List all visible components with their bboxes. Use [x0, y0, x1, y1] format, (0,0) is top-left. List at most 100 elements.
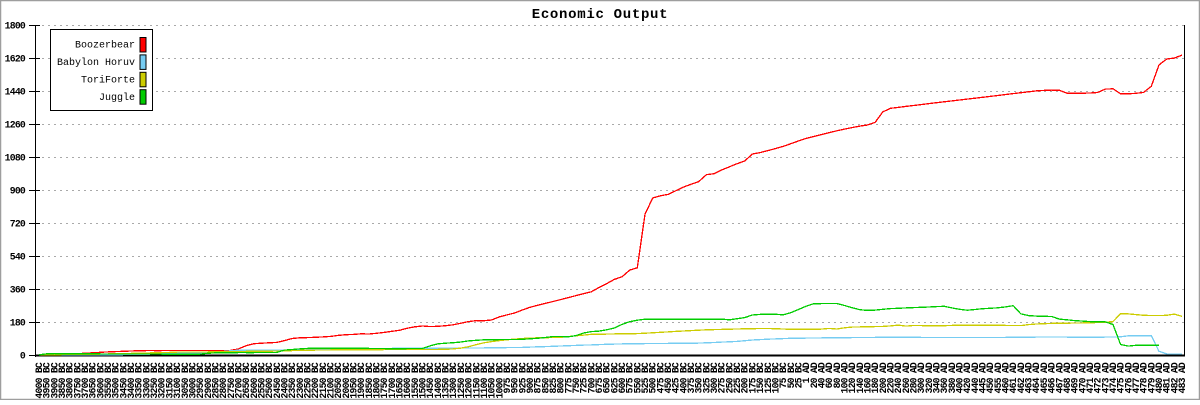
svg-text:1800 BC: 1800 BC	[372, 362, 383, 398]
svg-text:360: 360	[10, 285, 26, 296]
svg-text:2150 BC: 2150 BC	[318, 362, 329, 398]
svg-text:3250 BC: 3250 BC	[149, 362, 160, 398]
svg-text:2750 BC: 2750 BC	[226, 362, 237, 398]
svg-text:2500 BC: 2500 BC	[264, 362, 275, 398]
svg-text:1700 BC: 1700 BC	[387, 362, 398, 398]
svg-text:700 BC: 700 BC	[586, 362, 597, 393]
svg-text:3050 BC: 3050 BC	[180, 362, 191, 398]
svg-text:479 AD: 479 AD	[1146, 362, 1157, 393]
svg-text:2050 BC: 2050 BC	[333, 362, 344, 398]
svg-text:50 BC: 50 BC	[786, 362, 797, 388]
svg-text:420 AD: 420 AD	[962, 362, 973, 393]
svg-text:ToriForte: ToriForte	[81, 75, 135, 87]
svg-text:425 BC: 425 BC	[671, 362, 682, 393]
svg-text:450 BC: 450 BC	[663, 362, 674, 393]
svg-text:3900 BC: 3900 BC	[49, 362, 60, 398]
svg-text:525 BC: 525 BC	[640, 362, 651, 393]
svg-text:1250 BC: 1250 BC	[456, 362, 467, 398]
svg-text:1400 BC: 1400 BC	[433, 362, 444, 398]
svg-text:1 AD: 1 AD	[801, 362, 812, 383]
svg-text:540: 540	[10, 252, 26, 263]
svg-text:2600 BC: 2600 BC	[249, 362, 260, 398]
svg-text:550 BC: 550 BC	[632, 362, 643, 393]
svg-text:300 AD: 300 AD	[916, 362, 927, 393]
svg-text:280 AD: 280 AD	[909, 362, 920, 393]
svg-text:3300 BC: 3300 BC	[141, 362, 152, 398]
svg-text:20 AD: 20 AD	[809, 362, 820, 388]
svg-text:2700 BC: 2700 BC	[233, 362, 244, 398]
svg-text:3850 BC: 3850 BC	[57, 362, 68, 398]
svg-text:1440: 1440	[5, 87, 26, 98]
svg-text:470 AD: 470 AD	[1077, 362, 1088, 393]
svg-text:1200 BC: 1200 BC	[464, 362, 475, 398]
svg-text:475 BC: 475 BC	[655, 362, 666, 393]
svg-text:478 AD: 478 AD	[1139, 362, 1150, 393]
svg-text:460 AD: 460 AD	[1001, 362, 1012, 393]
svg-text:3200 BC: 3200 BC	[157, 362, 168, 398]
svg-text:3150 BC: 3150 BC	[164, 362, 175, 398]
svg-text:2100 BC: 2100 BC	[326, 362, 337, 398]
svg-text:60 AD: 60 AD	[824, 362, 835, 388]
svg-text:80 AD: 80 AD	[832, 362, 843, 388]
svg-text:3950 BC: 3950 BC	[42, 362, 53, 398]
svg-text:850 BC: 850 BC	[540, 362, 551, 393]
svg-text:400 BC: 400 BC	[678, 362, 689, 393]
svg-text:1850 BC: 1850 BC	[364, 362, 375, 398]
svg-text:120 AD: 120 AD	[847, 362, 858, 393]
svg-text:3700 BC: 3700 BC	[80, 362, 91, 398]
svg-text:180 AD: 180 AD	[870, 362, 881, 393]
svg-text:1750 BC: 1750 BC	[379, 362, 390, 398]
svg-text:100 AD: 100 AD	[840, 362, 851, 393]
svg-text:160 AD: 160 AD	[863, 362, 874, 393]
svg-text:650 BC: 650 BC	[602, 362, 613, 393]
svg-text:3350 BC: 3350 BC	[134, 362, 145, 398]
svg-text:975 BC: 975 BC	[502, 362, 513, 393]
svg-text:461 AD: 461 AD	[1008, 362, 1019, 393]
svg-text:900 BC: 900 BC	[525, 362, 536, 393]
svg-text:775 BC: 775 BC	[563, 362, 574, 393]
svg-text:140 AD: 140 AD	[855, 362, 866, 393]
svg-text:476 AD: 476 AD	[1123, 362, 1134, 393]
svg-text:1150 BC: 1150 BC	[471, 362, 482, 398]
svg-text:455 AD: 455 AD	[993, 362, 1004, 393]
svg-text:472 AD: 472 AD	[1093, 362, 1104, 393]
svg-text:0: 0	[20, 351, 26, 362]
svg-text:482 AD: 482 AD	[1169, 362, 1180, 393]
svg-text:260 AD: 260 AD	[901, 362, 912, 393]
svg-text:200 AD: 200 AD	[878, 362, 889, 393]
svg-text:3750 BC: 3750 BC	[72, 362, 83, 398]
svg-text:1620: 1620	[5, 54, 26, 65]
svg-text:468 AD: 468 AD	[1062, 362, 1073, 393]
svg-text:475 AD: 475 AD	[1116, 362, 1127, 393]
svg-text:2800 BC: 2800 BC	[218, 362, 229, 398]
svg-text:1350 BC: 1350 BC	[441, 362, 452, 398]
svg-text:1050 BC: 1050 BC	[487, 362, 498, 398]
svg-text:320 AD: 320 AD	[924, 362, 935, 393]
svg-text:2650 BC: 2650 BC	[241, 362, 252, 398]
svg-text:Boozerbear: Boozerbear	[75, 40, 135, 52]
svg-text:480 AD: 480 AD	[1154, 362, 1165, 393]
svg-text:1080: 1080	[5, 153, 26, 164]
svg-text:469 AD: 469 AD	[1070, 362, 1081, 393]
svg-text:900: 900	[10, 186, 26, 197]
svg-text:3400 BC: 3400 BC	[126, 362, 137, 398]
svg-text:575 BC: 575 BC	[625, 362, 636, 393]
svg-text:240 AD: 240 AD	[893, 362, 904, 393]
svg-text:725 BC: 725 BC	[579, 362, 590, 393]
svg-text:Juggle: Juggle	[99, 92, 135, 104]
svg-text:463 AD: 463 AD	[1024, 362, 1035, 393]
svg-text:275 BC: 275 BC	[717, 362, 728, 393]
svg-text:3450 BC: 3450 BC	[118, 362, 129, 398]
svg-text:360 AD: 360 AD	[939, 362, 950, 393]
svg-text:2250 BC: 2250 BC	[303, 362, 314, 398]
svg-text:440 AD: 440 AD	[970, 362, 981, 393]
svg-text:175 BC: 175 BC	[747, 362, 758, 393]
svg-text:300 BC: 300 BC	[709, 362, 720, 393]
svg-text:2000 BC: 2000 BC	[341, 362, 352, 398]
svg-text:3500 BC: 3500 BC	[111, 362, 122, 398]
svg-text:1260: 1260	[5, 120, 26, 131]
svg-text:1900 BC: 1900 BC	[356, 362, 367, 398]
svg-text:450 AD: 450 AD	[985, 362, 996, 393]
svg-text:1450 BC: 1450 BC	[425, 362, 436, 398]
svg-text:825 BC: 825 BC	[548, 362, 559, 393]
